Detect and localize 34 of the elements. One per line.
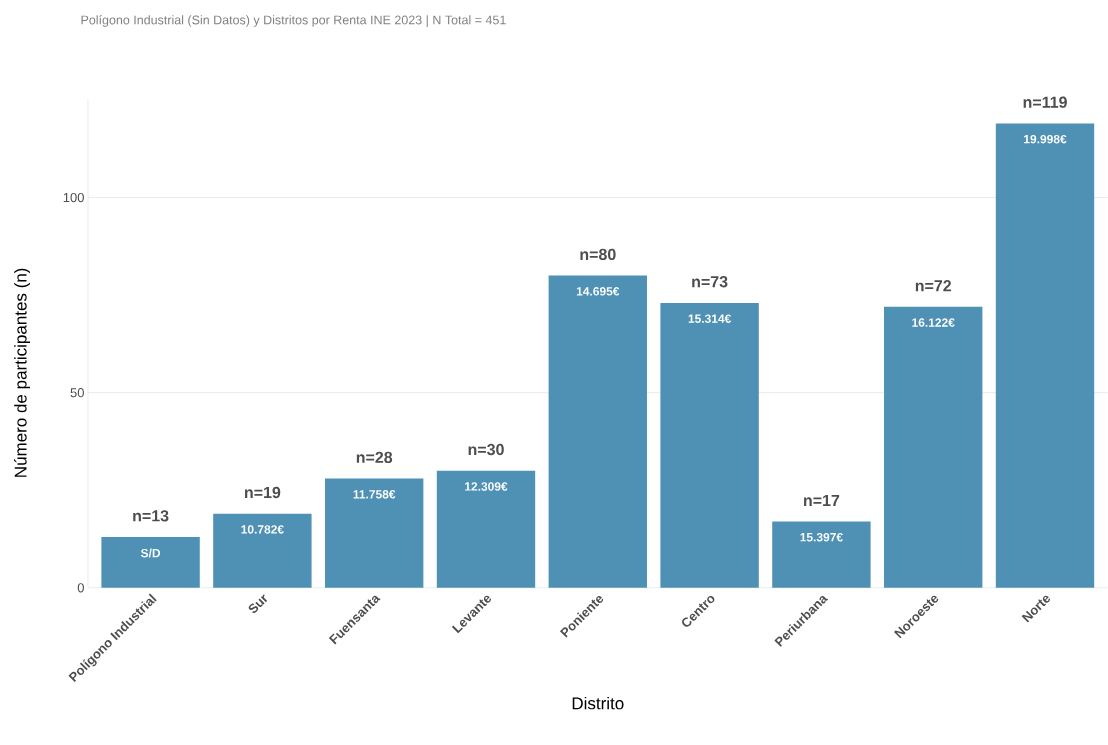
- bar: [660, 303, 759, 588]
- y-axis-title: Número de participantes (n): [13, 268, 31, 477]
- x-tick-label: Sur: [248, 594, 268, 614]
- data-label: n=28: [356, 451, 393, 464]
- annotation: 19.998€: [1024, 135, 1067, 144]
- data-label: n=80: [580, 248, 616, 261]
- bar: [213, 513, 312, 588]
- data-label: n=17: [804, 495, 840, 507]
- data-label: n=73: [692, 276, 728, 288]
- data-label: n=13: [133, 510, 169, 522]
- annotation: 10.782€: [241, 525, 284, 534]
- bar: [436, 470, 536, 588]
- x-axis-title: Distrito: [572, 697, 624, 710]
- data-label: n=119: [1023, 96, 1067, 108]
- y-tick-label: 0: [77, 583, 84, 593]
- bar: [884, 306, 983, 588]
- data-label: n=30: [468, 443, 504, 456]
- annotation: 15.397€: [800, 533, 843, 542]
- bar: [995, 123, 1095, 588]
- annotation: 12.309€: [465, 482, 508, 491]
- bar: [548, 275, 647, 588]
- bar: [772, 521, 871, 588]
- annotation: 11.758€: [353, 490, 396, 499]
- y-tick-label: 100: [63, 193, 84, 203]
- data-label: n=19: [245, 486, 281, 499]
- annotation: 16.122€: [912, 318, 955, 327]
- bar: [101, 537, 200, 588]
- chart-title: Polígono Industrial (Sin Datos) y Distritos por Renta INE 2023 | N Total = 451: [81, 15, 506, 28]
- bar: [325, 478, 424, 588]
- annotation: 14.695€: [576, 287, 620, 296]
- annotation: S/D: [140, 548, 161, 558]
- y-tick-label: 50: [70, 388, 84, 398]
- data-label: n=72: [915, 280, 952, 292]
- annotation: 15.314€: [688, 314, 732, 324]
